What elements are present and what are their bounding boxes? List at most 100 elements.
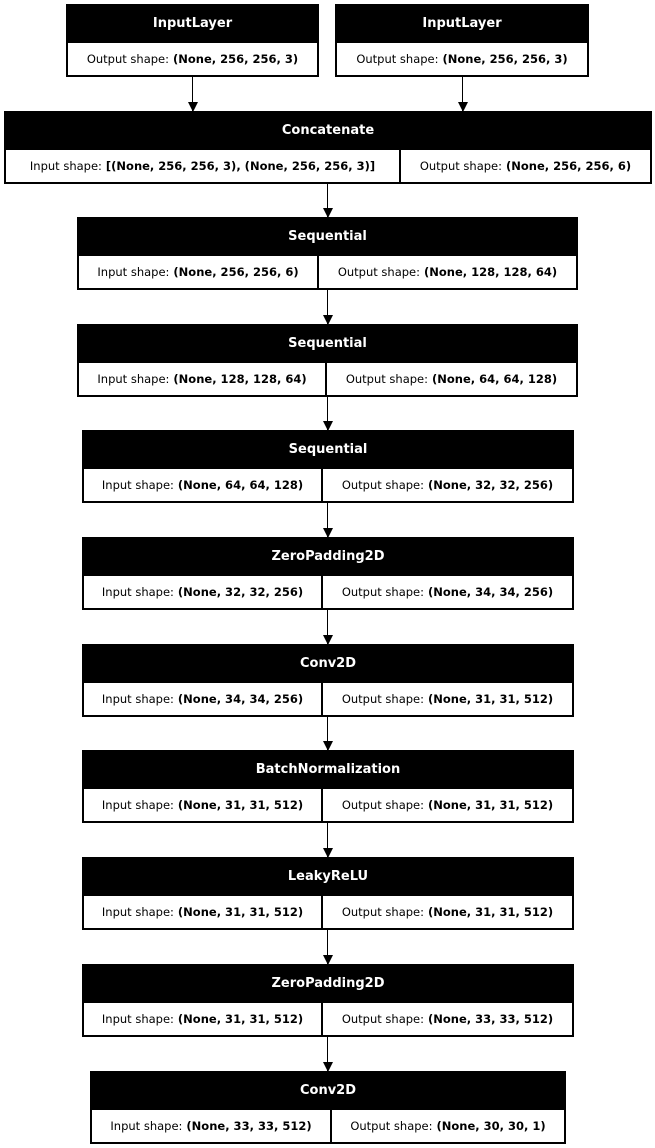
input-shape-label: Input shape: — [97, 372, 170, 386]
layer-name: Conv2D — [90, 1071, 566, 1110]
arrow-connector — [322, 290, 333, 325]
input-shape-value: (None, 31, 31, 512) — [177, 1012, 304, 1026]
output-shape-value: (None, 34, 34, 256) — [428, 585, 554, 599]
output-shape-cell: Output shape: (None, 30, 30, 1) — [332, 1110, 564, 1142]
arrow-connector — [457, 77, 468, 112]
input-shape-value: [(None, 256, 256, 3), (None, 256, 256, 3… — [105, 159, 376, 173]
output-shape-label: Output shape: — [356, 52, 439, 66]
input-shape-cell: Input shape: (None, 256, 256, 6) — [79, 256, 317, 288]
output-shape-value: (None, 64, 64, 128) — [432, 372, 558, 386]
layer-name: LeakyReLU — [82, 857, 574, 896]
output-shape-label: Output shape: — [341, 1012, 425, 1026]
shape-row: Output shape: (None, 256, 256, 3) — [66, 41, 319, 77]
arrow-connector — [322, 397, 333, 431]
layer-name: Sequential — [82, 430, 574, 469]
input-shape-label: Input shape: — [101, 478, 174, 492]
output-shape-cell: Output shape: (None, 256, 256, 3) — [337, 43, 587, 75]
arrow-connector — [322, 184, 333, 218]
shape-row: Input shape: (None, 34, 34, 256) Output sh… — [82, 681, 574, 717]
input-shape-value: (None, 34, 34, 256) — [177, 692, 304, 706]
output-shape-cell: Output shape: (None, 31, 31, 512) — [323, 683, 572, 715]
layer-node: Sequential Input shape: (None, 256, 256, 6… — [77, 217, 578, 290]
layer-name: Sequential — [77, 217, 578, 256]
output-shape-cell: Output shape: (None, 64, 64, 128) — [327, 363, 576, 395]
layer-name: Concatenate — [4, 111, 652, 150]
input-shape-value: (None, 31, 31, 512) — [177, 905, 304, 919]
layer-name: InputLayer — [66, 4, 319, 43]
output-shape-label: Output shape: — [341, 585, 425, 599]
output-shape-label: Output shape: — [419, 159, 503, 173]
input-shape-cell: Input shape: (None, 64, 64, 128) — [84, 469, 321, 501]
layer-node: Sequential Input shape: (None, 64, 64, 128… — [82, 430, 574, 503]
layer-node: InputLayer Output shape: (None, 256, 256, … — [66, 4, 319, 77]
output-shape-cell: Output shape: (None, 256, 256, 6) — [401, 150, 650, 182]
shape-row: Input shape: (None, 31, 31, 512) Output sh… — [82, 894, 574, 930]
output-shape-label: Output shape: — [341, 478, 425, 492]
output-shape-label: Output shape: — [337, 265, 421, 279]
output-shape-cell: Output shape: (None, 256, 256, 3) — [68, 43, 317, 75]
shape-row: Input shape: (None, 128, 128, 64) Output s… — [77, 361, 578, 397]
output-shape-value: (None, 256, 256, 6) — [506, 159, 632, 173]
input-shape-value: (None, 32, 32, 256) — [177, 585, 304, 599]
input-shape-label: Input shape: — [101, 585, 174, 599]
output-shape-label: Output shape: — [345, 372, 429, 386]
layer-name: Conv2D — [82, 644, 574, 683]
layer-node: ZeroPadding2D Input shape: (None, 31, 31, … — [82, 964, 574, 1037]
output-shape-cell: Output shape: (None, 31, 31, 512) — [323, 896, 572, 928]
output-shape-value: (None, 31, 31, 512) — [428, 798, 554, 812]
layer-name: BatchNormalization — [82, 750, 574, 789]
layer-node: LeakyReLU Input shape: (None, 31, 31, 512)… — [82, 857, 574, 930]
layer-node: Conv2D Input shape: (None, 34, 34, 256) Out… — [82, 644, 574, 717]
shape-row: Input shape: (None, 32, 32, 256) Output sh… — [82, 574, 574, 610]
input-shape-cell: Input shape: (None, 32, 32, 256) — [84, 576, 321, 608]
output-shape-label: Output shape: — [341, 692, 425, 706]
input-shape-value: (None, 256, 256, 6) — [173, 265, 299, 279]
input-shape-label: Input shape: — [101, 798, 174, 812]
layer-node: Conv2D Input shape: (None, 33, 33, 512) Out… — [90, 1071, 566, 1144]
shape-row: Output shape: (None, 256, 256, 3) — [335, 41, 589, 77]
output-shape-label: Output shape: — [86, 52, 170, 66]
input-shape-label: Input shape: — [101, 692, 174, 706]
input-shape-cell: Input shape: (None, 31, 31, 512) — [84, 789, 321, 821]
layer-name: ZeroPadding2D — [82, 964, 574, 1003]
input-shape-value: (None, 33, 33, 512) — [186, 1119, 312, 1133]
layer-name: Sequential — [77, 324, 578, 363]
layer-node: InputLayer Output shape: (None, 256, 256, … — [335, 4, 589, 77]
shape-row: Input shape: (None, 64, 64, 128) Output sh… — [82, 467, 574, 503]
arrow-connector — [322, 610, 333, 645]
shape-row: Input shape: (None, 31, 31, 512) Output sh… — [82, 787, 574, 823]
input-shape-value: (None, 31, 31, 512) — [177, 798, 304, 812]
output-shape-value: (None, 31, 31, 512) — [428, 905, 554, 919]
arrow-connector — [322, 717, 333, 751]
input-shape-label: Input shape: — [101, 905, 174, 919]
layer-name: InputLayer — [335, 4, 589, 43]
input-shape-label: Input shape: — [101, 1012, 174, 1026]
layer-node: ZeroPadding2D Input shape: (None, 32, 32, … — [82, 537, 574, 610]
shape-row: Input shape: (None, 31, 31, 512) Output sh… — [82, 1001, 574, 1037]
arrow-connector — [322, 503, 333, 538]
input-shape-value: (None, 128, 128, 64) — [173, 372, 307, 386]
output-shape-cell: Output shape: (None, 128, 128, 64) — [319, 256, 576, 288]
output-shape-label: Output shape: — [350, 1119, 433, 1133]
output-shape-cell: Output shape: (None, 31, 31, 512) — [323, 789, 572, 821]
arrow-connector — [322, 930, 333, 965]
output-shape-label: Output shape: — [341, 798, 425, 812]
input-shape-cell: Input shape: [(None, 256, 256, 3), (None,… — [6, 150, 399, 182]
layer-node: Concatenate Input shape: [(None, 256, 256,… — [4, 111, 652, 184]
input-shape-cell: Input shape: (None, 128, 128, 64) — [79, 363, 325, 395]
layer-name: ZeroPadding2D — [82, 537, 574, 576]
input-shape-label: Input shape: — [110, 1119, 183, 1133]
input-shape-cell: Input shape: (None, 34, 34, 256) — [84, 683, 321, 715]
input-shape-value: (None, 64, 64, 128) — [177, 478, 304, 492]
input-shape-label: Input shape: — [29, 159, 102, 173]
input-shape-label: Input shape: — [97, 265, 170, 279]
input-shape-cell: Input shape: (None, 31, 31, 512) — [84, 1003, 321, 1035]
output-shape-value: (None, 128, 128, 64) — [424, 265, 558, 279]
output-shape-value: (None, 31, 31, 512) — [428, 692, 554, 706]
layer-node: Sequential Input shape: (None, 128, 128, 6… — [77, 324, 578, 397]
shape-row: Input shape: [(None, 256, 256, 3), (None,… — [4, 148, 652, 184]
shape-row: Input shape: (None, 33, 33, 512) Output sh… — [90, 1108, 566, 1144]
output-shape-label: Output shape: — [341, 905, 425, 919]
output-shape-cell: Output shape: (None, 34, 34, 256) — [323, 576, 572, 608]
input-shape-cell: Input shape: (None, 33, 33, 512) — [92, 1110, 330, 1142]
